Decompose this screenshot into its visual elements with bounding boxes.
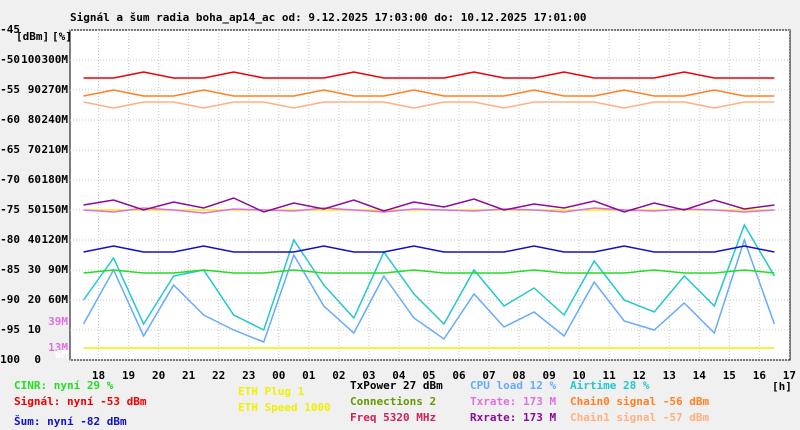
- y2-unit-label: [%]: [52, 30, 72, 43]
- y-tick-label: -95: [0, 323, 20, 336]
- legend-entry: CPU load 12 %: [470, 379, 556, 392]
- series-line: [83, 71, 775, 79]
- x-tick-label: 20: [152, 369, 165, 382]
- x-tick-label: 05: [422, 369, 435, 382]
- x-tick-label: 14: [693, 369, 707, 382]
- legend-entry: Chain0 signal -56 dBm: [570, 395, 709, 408]
- y2-tick-label: 30: [28, 263, 41, 276]
- x-tick-label: 01: [302, 369, 316, 382]
- y3-tick-label: 150M: [42, 203, 69, 216]
- legend-entry: Chain1 signal -57 dBm: [570, 411, 709, 424]
- x-tick-label: 22: [212, 369, 225, 382]
- y2-tick-label: 10: [28, 323, 41, 336]
- legend-entry: Šum: nyní -82 dBm: [14, 415, 127, 428]
- y-tick-label: -70: [0, 173, 20, 186]
- y3-tick-label: 210M: [42, 143, 69, 156]
- y-tick-label: -100: [0, 353, 20, 366]
- y-tick-label: -75: [0, 203, 20, 216]
- y-unit-label: [dBm]: [16, 30, 49, 43]
- x-unit-label: [h]: [772, 380, 792, 393]
- legend-entry: Signál: nyní -53 dBm: [14, 395, 147, 408]
- x-tick-label: 17: [783, 369, 796, 382]
- legend-note: Freq 5320 MHz: [350, 411, 436, 424]
- legend-entry: Txrate: 173 M: [470, 395, 556, 408]
- y3-marker: 39M: [48, 315, 68, 328]
- x-tick-label: 11: [603, 369, 617, 382]
- legend-entry: ETH Plug 1: [238, 385, 305, 398]
- x-tick-label: 16: [753, 369, 767, 382]
- legend-note: Connections 2: [350, 395, 436, 408]
- x-tick-label: 15: [723, 369, 736, 382]
- x-tick-label: 06: [452, 369, 466, 382]
- y3-tick-label: 300M: [42, 53, 69, 66]
- x-tick-label: 23: [242, 369, 255, 382]
- series-line: [83, 269, 775, 274]
- y-tick-label: -80: [0, 233, 20, 246]
- legend-note: TxPower 27 dBm: [350, 379, 443, 392]
- legend-entry: Airtime 28 %: [570, 379, 650, 392]
- y-tick-label: -90: [0, 293, 20, 306]
- y3-tick-label: 270M: [42, 83, 69, 96]
- plot-area: [69, 29, 791, 361]
- y3-tick-label: 240M: [42, 113, 69, 126]
- series-line: [83, 245, 775, 253]
- y2-tick-label: 90: [28, 83, 41, 96]
- y3-tick-label: 90M: [48, 263, 68, 276]
- series-line: [83, 89, 775, 97]
- y2-tick-label: 0: [34, 353, 41, 366]
- y2-tick-label: 60: [28, 173, 41, 186]
- x-tick-label: 07: [482, 369, 495, 382]
- series-line: [83, 101, 775, 109]
- x-tick-label: 18: [92, 369, 105, 382]
- x-tick-label: 21: [182, 369, 196, 382]
- y-tick-label: -45: [0, 23, 20, 36]
- y-tick-label: -65: [0, 143, 20, 156]
- x-tick-label: 03: [362, 369, 375, 382]
- x-tick-label: 13: [663, 369, 676, 382]
- y2-tick-label: 100: [21, 53, 41, 66]
- x-tick-label: 02: [332, 369, 345, 382]
- x-tick-label: 08: [512, 369, 525, 382]
- legend-entry: ETH Speed 1000: [238, 401, 331, 414]
- x-tick-label: 00: [272, 369, 285, 382]
- y3-tick-label: 180M: [42, 173, 69, 186]
- y-tick-label: -85: [0, 263, 20, 276]
- x-tick-label: 09: [542, 369, 555, 382]
- y3-tick-label: 60M: [48, 293, 68, 306]
- x-tick-label: 12: [633, 369, 646, 382]
- x-tick-label: 04: [392, 369, 406, 382]
- y2-tick-label: 70: [28, 143, 41, 156]
- y3-marker: 13M: [48, 341, 68, 354]
- x-tick-label: 19: [122, 369, 135, 382]
- y2-tick-label: 50: [28, 203, 41, 216]
- x-tick-label: 10: [573, 369, 586, 382]
- legend-entry: Rxrate: 173 M: [470, 411, 556, 424]
- y2-tick-label: 40: [28, 233, 41, 246]
- series-line: [83, 197, 775, 213]
- y-tick-label: -55: [0, 83, 20, 96]
- y-tick-label: -50: [0, 53, 20, 66]
- chart-title: Signál a šum radia boha_ap14_ac od: 9.12…: [70, 11, 587, 24]
- series-line: [83, 207, 775, 214]
- y-tick-label: -60: [0, 113, 20, 126]
- y3-tick-label: 120M: [42, 233, 69, 246]
- series-line: [82, 237, 776, 343]
- y2-tick-label: 80: [28, 113, 41, 126]
- legend-entry: CINR: nyní 29 %: [14, 379, 114, 392]
- y3-marker: 6M: [55, 348, 69, 361]
- y2-tick-label: 20: [28, 293, 41, 306]
